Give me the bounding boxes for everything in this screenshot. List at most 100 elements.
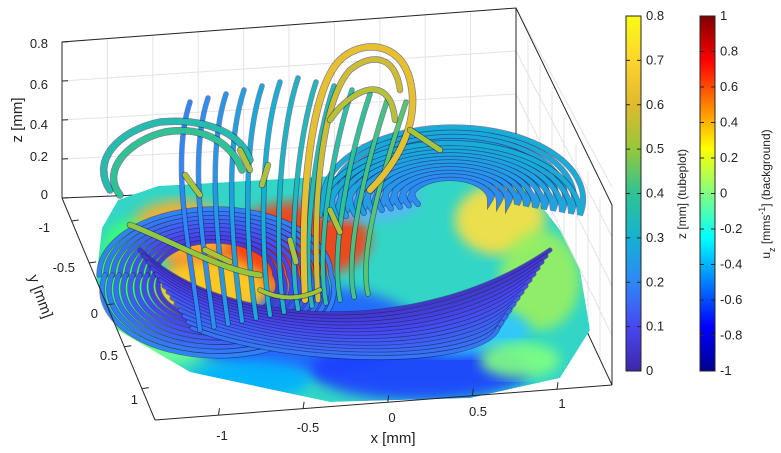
colorbar-tick-label: 0.8 (720, 44, 738, 59)
x-tick-label: -1 (216, 428, 228, 443)
colorbar-background-ticks: -1 -0.8 -0.6 -0.4 -0.2 0 0.2 0.4 0.6 0.8 1 (700, 8, 742, 378)
colorbar-tick-label: 0.8 (646, 8, 664, 23)
x-tick (556, 382, 559, 390)
streamtube (245, 84, 264, 320)
colorbar-tick-label: 0.4 (720, 115, 738, 130)
streamtubes (96, 43, 587, 361)
streamtube (174, 302, 516, 346)
colorbar-background-label: uz [mms-1] (background) (757, 129, 777, 258)
colorbar-tick-label: 1 (720, 8, 727, 23)
y-tick (71, 219, 79, 222)
streamtube (127, 222, 263, 278)
z-tick-label: 0.2 (30, 149, 48, 164)
streamtube (158, 278, 532, 333)
uz-surface-patch (480, 342, 560, 378)
colorbar-tubeplot: 0 0.1 0.2 0.3 0.4 0.5 0.6 0.7 0.8 z [mm] (tubepl… (625, 8, 689, 378)
colorbar-tubeplot-ticks: 0 0.1 0.2 0.3 0.4 0.5 0.6 0.7 0.8 (626, 8, 664, 378)
streamtube (162, 284, 528, 336)
streamtube (97, 207, 336, 358)
axes-right-wall (515, 7, 613, 385)
streamtube (202, 247, 233, 265)
streamtube (349, 96, 390, 299)
streamtube (190, 326, 500, 360)
colorbar-tick-label: 0.5 (646, 141, 664, 156)
x-tick (217, 408, 220, 416)
x-axis-label: x [mm] (371, 430, 416, 447)
y-tick-label: 0 (91, 306, 98, 321)
streamtube (104, 211, 329, 354)
x-tick (302, 401, 305, 409)
streamtube (407, 127, 443, 153)
streamtube (327, 87, 398, 123)
colorbar-tick-label: 0.3 (646, 230, 664, 245)
streamtube (182, 172, 203, 198)
streamtube (182, 314, 508, 353)
colorbar-tick-label: 0 (720, 186, 727, 201)
streamtube (258, 288, 322, 300)
x-tick (471, 388, 474, 396)
streamtube (276, 76, 300, 314)
x-axis: -1 -0.5 0 0.5 1 x [mm] (216, 396, 565, 447)
z-axis-label: z [mm] (9, 98, 26, 143)
uz-surface-patch (500, 230, 580, 330)
z-tick-label: 0.8 (30, 36, 48, 51)
grid-line (515, 7, 613, 188)
streamtube (327, 207, 343, 235)
colorbar-tick-label: 0.2 (646, 274, 664, 289)
streamtube (259, 162, 271, 188)
streamtube (291, 80, 318, 311)
streamtube (363, 100, 408, 296)
colorbar-tick-label: 0.2 (720, 150, 738, 165)
y-tick-label: -0.5 (53, 260, 75, 275)
y-tick (141, 387, 149, 390)
colorbar-tick-label: -0.8 (720, 328, 742, 343)
colorbar-tick-label: -0.6 (720, 292, 742, 307)
streamtube (118, 219, 315, 345)
x-tick-label: 0.5 (469, 404, 487, 419)
colorbar-tick-label: -0.4 (720, 257, 742, 272)
streamtube (179, 100, 202, 332)
z-tick-label: 0.6 (30, 77, 48, 92)
streamtube (229, 88, 246, 323)
y-axis-label: y [mm] (25, 272, 56, 320)
colorbar-tick-label: 0 (646, 363, 653, 378)
grid-line (61, 50, 517, 82)
axes-front-edges (61, 197, 613, 421)
y-tick-label: 1 (131, 392, 138, 407)
colorbar-tick-label: 0.1 (646, 319, 664, 334)
y-tick-label: -1 (38, 220, 50, 235)
y-axis-line (61, 197, 156, 421)
streamtube (313, 56, 403, 303)
uz-surface-patch (190, 360, 310, 400)
streamtube (335, 92, 372, 302)
streamtube (213, 92, 230, 326)
streamtube (110, 127, 245, 198)
colorbar-tick-label: -0.2 (720, 221, 742, 236)
colorbar-tick-label: 0.7 (646, 52, 664, 67)
y-tick (89, 261, 97, 264)
streamtube (186, 320, 504, 356)
y-tick-label: 0.5 (100, 348, 118, 363)
x-tick (387, 395, 390, 403)
colorbar-tubeplot-label: z [mm] (tubeplot) (675, 149, 689, 239)
x-tick-label: 0 (388, 410, 395, 425)
colorbar-background: -1 -0.8 -0.6 -0.4 -0.2 0 0.2 0.4 0.6 0.8 1 uz [mms… (699, 8, 777, 378)
colorbar-tick-label: 0.6 (720, 79, 738, 94)
y-tick (106, 303, 114, 306)
colorbar-tick-label: 0.6 (646, 97, 664, 112)
colorbar-tick-label: 0.4 (646, 186, 664, 201)
x-axis-line (154, 384, 613, 421)
z-tick-label: 0 (41, 187, 48, 202)
z-axis: 0.8 0.6 0.4 0.2 0 z [mm] (9, 36, 48, 202)
streamtube (300, 44, 416, 303)
streamtube (139, 231, 294, 331)
z-tick-label: 0.4 (30, 117, 48, 132)
streamtube (261, 80, 282, 317)
streamtube (320, 88, 354, 305)
streamtube (287, 237, 299, 265)
streamtube (306, 84, 336, 308)
x-tick-label: 1 (558, 396, 565, 411)
streamtube (100, 118, 253, 193)
colorbar-tick-label: -1 (720, 363, 732, 378)
x-tick-label: -0.5 (297, 420, 319, 435)
